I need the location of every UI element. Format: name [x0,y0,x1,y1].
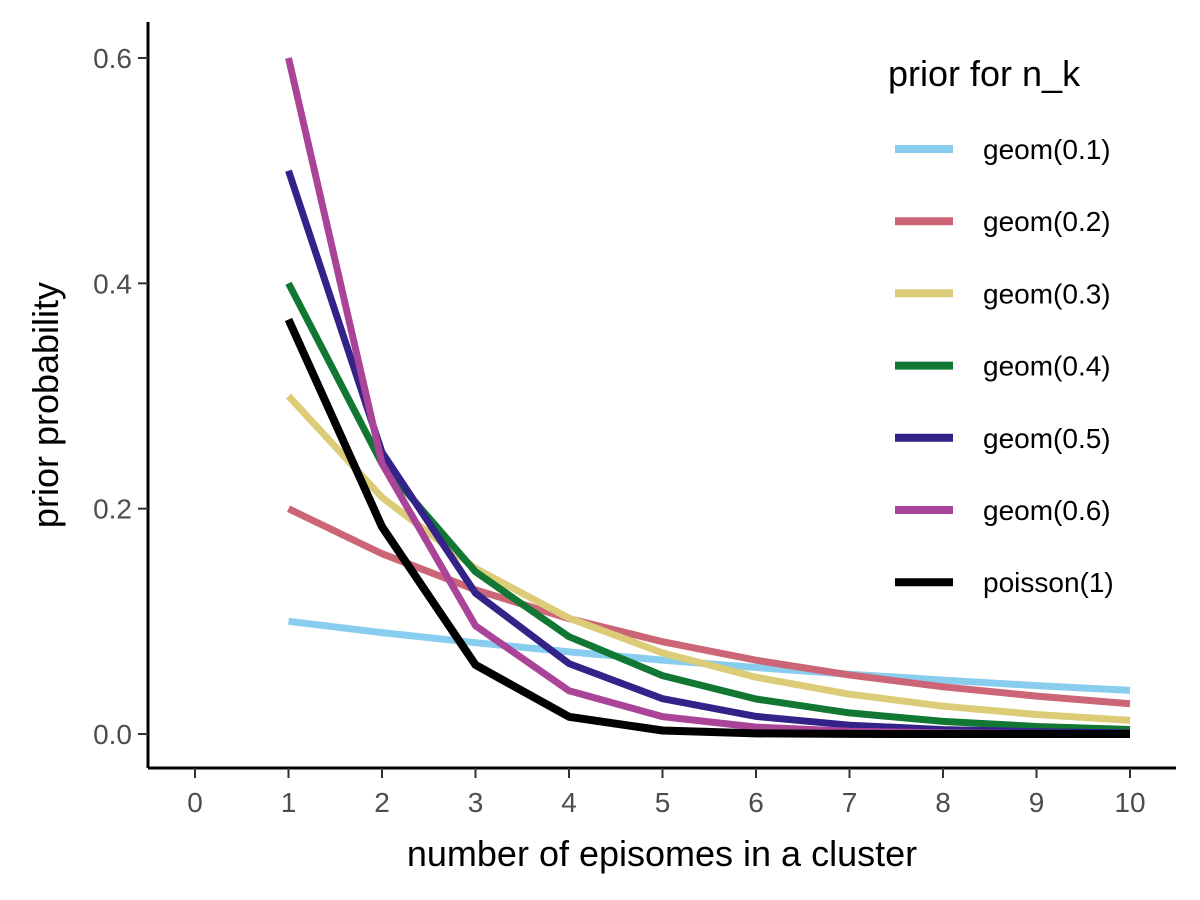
legend: prior for n_k geom(0.1) geom(0.2) geom(0.3… [888,53,1114,598]
x-tick-label: 9 [1029,787,1045,818]
legend-title: prior for n_k [888,53,1081,94]
x-tick-label: 5 [655,787,671,818]
x-tick-label: 0 [187,787,203,818]
series-line-geom-0-1 [288,617,1131,694]
x-tick-label: 10 [1114,787,1145,818]
y-axis-title: prior probability [25,282,66,528]
series-layer [284,57,1131,738]
y-axis-ticks: 0.0 0.2 0.4 0.6 [93,43,148,750]
legend-label: geom(0.5) [983,423,1111,454]
series-line-geom-0-2 [286,505,1131,708]
series-line-poisson-1 [284,317,1130,738]
legend-items: geom(0.1) geom(0.2) geom(0.3) geom(0.4) geom… [895,134,1114,598]
legend-label: poisson(1) [983,567,1114,598]
x-axis-title: number of episomes in a cluster [407,833,917,874]
x-tick-label: 1 [281,787,297,818]
y-tick-label: 0.6 [93,43,132,74]
x-tick-label: 7 [842,787,858,818]
y-tick-label: 0.2 [93,494,132,525]
x-tick-label: 4 [561,787,577,818]
legend-label: geom(0.2) [983,206,1111,237]
y-tick-label: 0.0 [93,719,132,750]
legend-label: geom(0.6) [983,495,1111,526]
x-axis-ticks: 0 1 2 3 4 5 6 7 8 9 10 [187,768,1146,818]
plot-area [284,57,1131,738]
x-tick-label: 8 [935,787,951,818]
x-tick-label: 3 [468,787,484,818]
legend-label: geom(0.4) [983,351,1111,382]
axes: 0 1 2 3 4 5 6 7 8 9 10 0.0 0.2 0.4 0.6 [93,22,1176,818]
x-tick-label: 2 [374,787,390,818]
legend-label: geom(0.1) [983,134,1111,165]
x-tick-label: 6 [748,787,764,818]
series-line-geom-0-3 [285,393,1131,724]
y-tick-label: 0.4 [93,268,132,299]
legend-label: geom(0.3) [983,278,1111,309]
